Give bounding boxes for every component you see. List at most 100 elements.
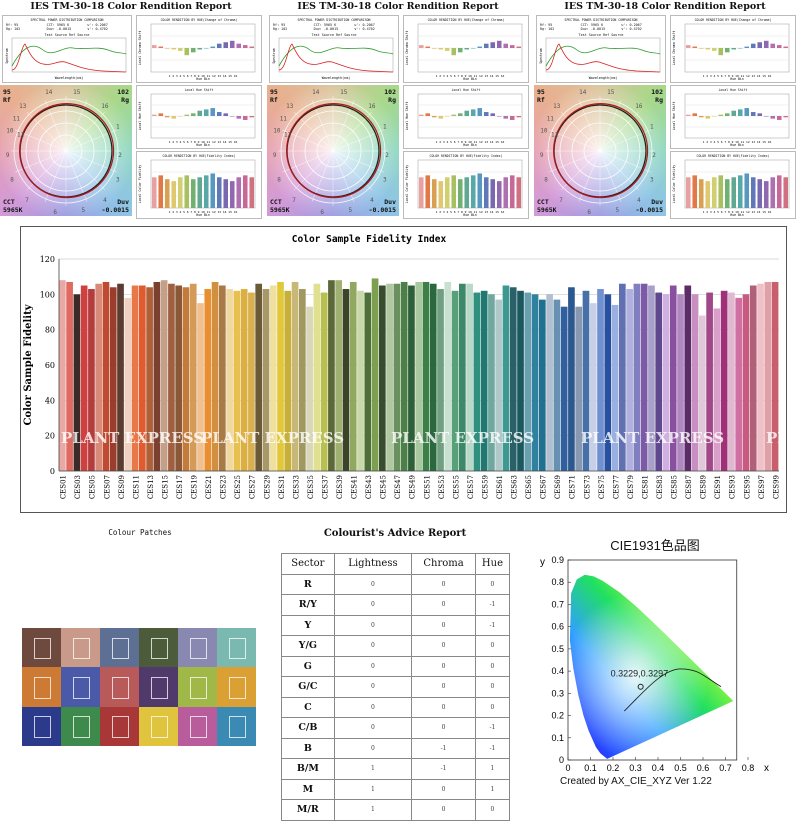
svg-text:Hue Bin: Hue Bin	[730, 77, 744, 81]
local-fidelity-bar	[496, 181, 502, 208]
cie-y-tick: 0.3	[551, 688, 564, 698]
rf-label: Rf	[537, 96, 545, 104]
fidelity-bar	[524, 292, 532, 471]
hue-bin-number: 14	[579, 89, 587, 96]
colour-patch	[178, 667, 217, 707]
watermark-text: PLANT EXPRESS	[391, 429, 534, 447]
x-tick-label: CES21	[205, 475, 213, 499]
chroma-shift-bar	[216, 43, 222, 48]
fidelity-bar	[197, 303, 204, 471]
hue-bin-number: 8	[544, 177, 548, 184]
chroma-shift-bar	[184, 48, 190, 56]
fidelity-bar	[451, 290, 459, 471]
hue-bin-number: 14	[45, 89, 53, 96]
rg-value: 102	[117, 88, 129, 96]
fidelity-bar	[437, 289, 444, 471]
fidelity-bar	[335, 280, 343, 471]
hue-bin-number: 3	[383, 177, 387, 184]
svg-text:Local Hue Shift: Local Hue Shift	[138, 102, 142, 131]
advice-sector: C/B	[281, 717, 335, 739]
spd-test-curve	[545, 43, 661, 73]
fidelity-bar	[771, 281, 779, 471]
spd-stat: v': 0.4702	[354, 27, 375, 32]
watermark-text: PLANT EXPRESS	[201, 429, 344, 447]
local-fidelity-bar	[223, 179, 229, 208]
x-tick-label: CES81	[641, 475, 649, 499]
chroma-shift-title: COLOR RENDITION BY HUE(Change of Chroma)	[427, 18, 505, 22]
local-fidelity-bar	[763, 181, 769, 208]
hue-bin-number: 5	[348, 207, 352, 214]
chroma-shift-bar	[451, 48, 457, 56]
colour-patch	[139, 628, 178, 668]
fidelity-bar	[720, 290, 728, 471]
hue-shift-bar	[770, 116, 776, 119]
fidelity-bar	[153, 281, 161, 471]
svg-text:Hue Bin: Hue Bin	[463, 213, 477, 217]
x-tick-label: CES93	[729, 475, 737, 499]
hue-bin-number: 12	[284, 132, 292, 139]
advice-sector: M	[281, 778, 335, 800]
hue-bin-number: 12	[551, 132, 559, 139]
local-fidelity-bar	[770, 177, 776, 208]
report-title: IES TM-30-18 Color Rendition Report	[297, 1, 499, 12]
hue-bin-number: 4	[370, 197, 374, 204]
x-tick-label: CES61	[496, 475, 504, 499]
advice-sector: Y/G	[281, 635, 335, 657]
svg-text:Spectrum: Spectrum	[539, 48, 543, 63]
colour-patch	[178, 628, 217, 668]
advice-sector: R	[281, 573, 335, 595]
colour-patches-title: Colour Patches	[108, 528, 172, 537]
svg-text:Spectrum: Spectrum	[5, 48, 9, 63]
chroma-shift-bar	[685, 45, 691, 48]
x-tick-label: CES41	[351, 475, 359, 499]
advice-value: 1	[474, 758, 511, 780]
fidelity-bar	[269, 285, 277, 471]
advice-value: 0	[333, 594, 413, 616]
hue-bin-number: 9	[273, 152, 277, 159]
hue-shift-title: Local Hue Shift	[718, 88, 748, 92]
x-tick-label: CES87	[685, 475, 693, 499]
hue-shift-bar	[757, 113, 763, 116]
test-gamut-ring	[285, 102, 382, 199]
cct-value: 5965K	[270, 206, 290, 214]
hue-shift-bar	[490, 113, 496, 116]
advice-value: 0	[411, 655, 476, 677]
local-fidelity-bar	[242, 175, 248, 208]
colour-patch-grid	[22, 628, 256, 746]
hue-shift-bar	[451, 114, 457, 116]
advice-value: 0	[333, 696, 413, 718]
chroma-shift-bar	[190, 48, 196, 53]
advice-value: 0	[333, 655, 413, 677]
colour-patch	[61, 706, 100, 746]
advice-report-title: Colourist's Advice Report	[323, 528, 467, 539]
hue-shift-bar	[457, 113, 463, 116]
hue-bin-number: 6	[587, 209, 591, 216]
x-tick-label: CES65	[525, 475, 533, 499]
chroma-shift-bar	[464, 48, 470, 50]
chroma-shift-bar	[509, 45, 515, 48]
y-tick-label: 20	[45, 432, 55, 441]
local-fidelity-title: COLOR RENDITION BY HUE(Fidelity Index)	[429, 154, 503, 158]
chroma-shift-bar	[457, 48, 463, 53]
advice-value: -1	[474, 594, 511, 616]
rg-label: Rg	[388, 96, 396, 104]
fidelity-bar	[429, 283, 437, 471]
chroma-shift-panel: COLOR RENDITION BY HUE(Change of Chroma)…	[403, 15, 529, 83]
svg-text:Hue Bin: Hue Bin	[196, 213, 210, 217]
fidelity-bar	[459, 283, 466, 471]
local-fidelity-bar	[151, 177, 157, 208]
report-title: IES TM-30-18 Color Rendition Report	[564, 1, 766, 12]
advice-value: 1	[333, 758, 413, 780]
hue-bin-number: 16	[368, 103, 376, 110]
colour-patch	[22, 706, 61, 746]
advice-sector: R/Y	[281, 594, 335, 616]
hue-shift-bar	[431, 116, 437, 118]
local-fidelity-bar	[509, 175, 515, 208]
hue-shift-bar	[692, 113, 698, 116]
hue-bin-number: 10	[273, 128, 281, 135]
